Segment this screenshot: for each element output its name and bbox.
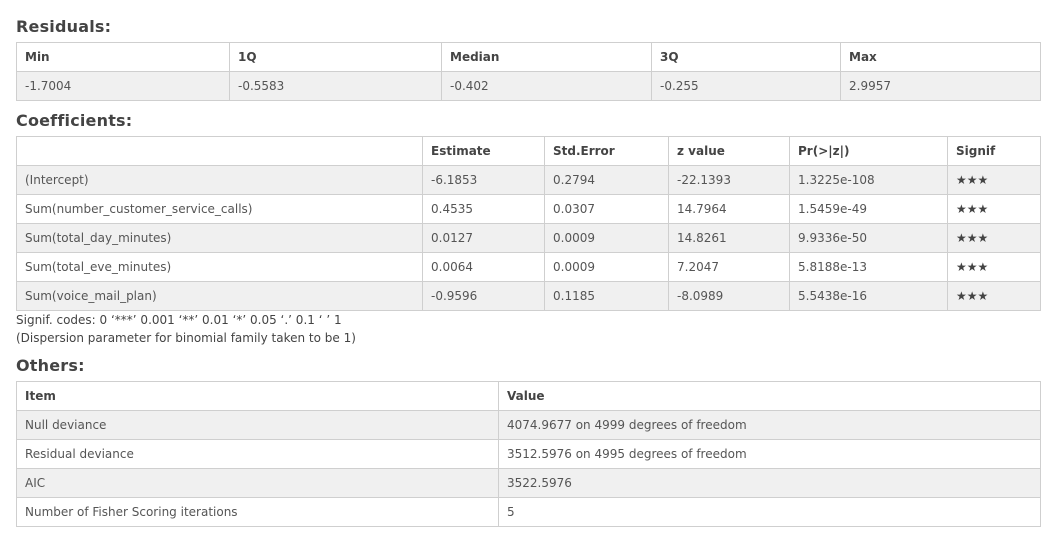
table-row: (Intercept) -6.1853 0.2794 -22.1393 1.32… [16, 165, 1041, 195]
residuals-header-max: Max [840, 42, 1041, 72]
coefficients-header-z-value: z value [668, 136, 790, 166]
table-row: Residual deviance 3512.5976 on 4995 degr… [16, 439, 1041, 469]
coefficients-table: Estimate Std.Error z value Pr(>|z|) Sign… [16, 136, 1041, 311]
others-item: Number of Fisher Scoring iterations [16, 497, 499, 527]
coefficients-header-std-error: Std.Error [544, 136, 669, 166]
coef-estimate: -0.9596 [422, 281, 545, 311]
others-header-value: Value [498, 381, 1041, 411]
others-value: 3522.5976 [498, 468, 1041, 498]
residuals-value-max: 2.9957 [840, 71, 1041, 101]
table-row: Sum(voice_mail_plan) -0.9596 0.1185 -8.0… [16, 281, 1041, 311]
residuals-table: Min 1Q Median 3Q Max -1.7004 -0.5583 -0.… [16, 42, 1041, 101]
coef-estimate: 0.0064 [422, 252, 545, 282]
residuals-title: Residuals: [16, 17, 112, 36]
coef-p-value: 1.3225e-108 [789, 165, 948, 195]
coef-estimate: 0.0127 [422, 223, 545, 253]
residuals-value-1q: -0.5583 [229, 71, 442, 101]
others-value: 5 [498, 497, 1041, 527]
coefficients-header-p-value: Pr(>|z|) [789, 136, 948, 166]
coefficients-header-estimate: Estimate [422, 136, 545, 166]
dispersion-note: (Dispersion parameter for binomial famil… [16, 331, 356, 345]
others-value: 3512.5976 on 4995 degrees of freedom [498, 439, 1041, 469]
coef-term: (Intercept) [16, 165, 423, 195]
table-row: Null deviance 4074.9677 on 4999 degrees … [16, 410, 1041, 440]
coef-signif-stars: ★★★ [947, 223, 1041, 253]
coef-signif-stars: ★★★ [947, 165, 1041, 195]
coef-signif-stars: ★★★ [947, 194, 1041, 224]
residuals-header-3q: 3Q [651, 42, 841, 72]
others-header-row: Item Value [16, 381, 1041, 411]
coef-term: Sum(voice_mail_plan) [16, 281, 423, 311]
coef-z-value: 7.2047 [668, 252, 790, 282]
coef-z-value: 14.7964 [668, 194, 790, 224]
glm-summary: Residuals: Min 1Q Median 3Q Max -1.7004 … [16, 17, 1041, 527]
residuals-header-median: Median [441, 42, 652, 72]
signif-codes-note: Signif. codes: 0 ‘***’ 0.001 ‘**’ 0.01 ‘… [16, 313, 342, 327]
others-table: Item Value Null deviance 4074.9677 on 49… [16, 381, 1041, 527]
others-value: 4074.9677 on 4999 degrees of freedom [498, 410, 1041, 440]
residuals-value-min: -1.7004 [16, 71, 230, 101]
coef-estimate: -6.1853 [422, 165, 545, 195]
others-item: AIC [16, 468, 499, 498]
residuals-value-3q: -0.255 [651, 71, 841, 101]
coef-p-value: 9.9336e-50 [789, 223, 948, 253]
others-item: Null deviance [16, 410, 499, 440]
table-row: AIC 3522.5976 [16, 468, 1041, 498]
coef-std-error: 0.2794 [544, 165, 669, 195]
coefficients-header-signif: Signif [947, 136, 1041, 166]
coef-std-error: 0.0009 [544, 223, 669, 253]
coef-term: Sum(total_day_minutes) [16, 223, 423, 253]
table-row: Sum(number_customer_service_calls) 0.453… [16, 194, 1041, 224]
coefficients-header-term [16, 136, 423, 166]
residuals-header-1q: 1Q [229, 42, 442, 72]
coef-signif-stars: ★★★ [947, 252, 1041, 282]
table-row: Number of Fisher Scoring iterations 5 [16, 497, 1041, 527]
coefficients-title: Coefficients: [16, 111, 133, 130]
table-row: Sum(total_eve_minutes) 0.0064 0.0009 7.2… [16, 252, 1041, 282]
coef-std-error: 0.0009 [544, 252, 669, 282]
table-row: Sum(total_day_minutes) 0.0127 0.0009 14.… [16, 223, 1041, 253]
coef-term: Sum(number_customer_service_calls) [16, 194, 423, 224]
coef-std-error: 0.0307 [544, 194, 669, 224]
coef-estimate: 0.4535 [422, 194, 545, 224]
coef-z-value: -8.0989 [668, 281, 790, 311]
coef-signif-stars: ★★★ [947, 281, 1041, 311]
coef-p-value: 1.5459e-49 [789, 194, 948, 224]
coef-std-error: 0.1185 [544, 281, 669, 311]
others-item: Residual deviance [16, 439, 499, 469]
coefficients-header-row: Estimate Std.Error z value Pr(>|z|) Sign… [16, 136, 1041, 166]
residuals-value-row: -1.7004 -0.5583 -0.402 -0.255 2.9957 [16, 71, 1041, 101]
residuals-header-min: Min [16, 42, 230, 72]
others-header-item: Item [16, 381, 499, 411]
coef-p-value: 5.8188e-13 [789, 252, 948, 282]
residuals-value-median: -0.402 [441, 71, 652, 101]
coef-p-value: 5.5438e-16 [789, 281, 948, 311]
others-title: Others: [16, 356, 85, 375]
coef-z-value: 14.8261 [668, 223, 790, 253]
residuals-header-row: Min 1Q Median 3Q Max [16, 42, 1041, 72]
coef-z-value: -22.1393 [668, 165, 790, 195]
coef-term: Sum(total_eve_minutes) [16, 252, 423, 282]
